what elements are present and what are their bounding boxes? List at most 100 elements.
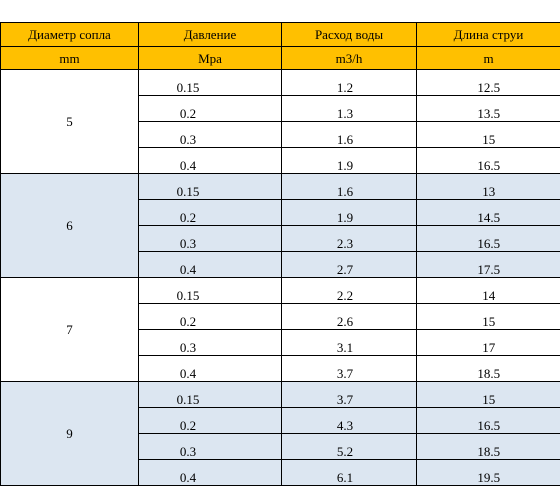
- flow-rate-value: 2.6: [336, 314, 354, 329]
- jet-length-cell: 16.5: [416, 407, 560, 434]
- pressure-cell: 0.2: [138, 407, 282, 434]
- jet-length-value: 13.5: [477, 106, 501, 121]
- flow-rate-value: 1.6: [336, 132, 354, 147]
- header-jet-length: Длина струи: [416, 22, 560, 47]
- jet-length-value: 14.5: [477, 210, 501, 225]
- flow-rate-value: 2.7: [336, 262, 354, 277]
- flow-rate-value: 3.7: [336, 392, 354, 407]
- table-row: 5 0.15 1.2 12.5: [0, 69, 560, 174]
- flow-rate-value: 1.9: [336, 210, 354, 225]
- jet-length-value: 13: [482, 184, 496, 199]
- pressure-cell: 0.3: [138, 121, 282, 148]
- pressure-value: 0.3: [179, 132, 197, 147]
- flow-rate-value: 1.6: [336, 184, 354, 199]
- table-row: 7 0.15 2.2 14: [0, 277, 560, 382]
- nozzle-diameter-cell: 5: [0, 69, 139, 174]
- table-row: 0.2 1.9 14.5: [1, 199, 560, 226]
- header-nozzle-diameter: Диаметр сопла: [0, 22, 139, 47]
- pressure-cell: 0.15: [138, 381, 282, 408]
- flow-rate-value: 1.3: [336, 106, 354, 121]
- pressure-cell: 0.15: [138, 69, 282, 96]
- jet-length-value: 15: [482, 132, 496, 147]
- table-row: 0.3 5.2 18.5: [1, 433, 560, 460]
- flow-rate-cell: 1.9: [281, 199, 417, 226]
- pressure-value: 0.15: [176, 80, 200, 95]
- pressure-cell: 0.3: [138, 225, 282, 252]
- table-row: 0.2 1.3 13.5: [1, 95, 560, 122]
- jet-length-cell: 16.5: [416, 147, 560, 174]
- flow-rate-value: 1.9: [336, 158, 354, 173]
- flow-rate-value: 2.2: [336, 288, 354, 303]
- jet-length-cell: 15: [416, 381, 560, 408]
- jet-length-cell: 17.5: [416, 251, 560, 278]
- pressure-value: 0.3: [179, 340, 197, 355]
- table-row: 0.4 6.1 19.5: [1, 459, 560, 486]
- pressure-cell: 0.2: [138, 199, 282, 226]
- unit-pressure: Mpa: [138, 46, 282, 70]
- table-row: 0.4 2.7 17.5: [1, 251, 560, 278]
- jet-length-value: 16.5: [477, 418, 501, 433]
- flow-rate-cell: 1.6: [281, 173, 417, 200]
- pressure-cell: 0.4: [138, 459, 282, 486]
- header-row-titles: Диаметр сопла Давление Расход воды Длина…: [0, 22, 560, 47]
- flow-rate-cell: 1.3: [281, 95, 417, 122]
- jet-length-cell: 14.5: [416, 199, 560, 226]
- jet-length-cell: 12.5: [416, 69, 560, 96]
- flow-rate-cell: 3.7: [281, 381, 417, 408]
- flow-rate-cell: 2.6: [281, 303, 417, 330]
- pressure-cell: 0.3: [138, 433, 282, 460]
- nozzle-spec-table: Диаметр сопла Давление Расход воды Длина…: [0, 22, 560, 486]
- table-row: 0.4 3.7 18.5: [1, 355, 560, 382]
- jet-length-value: 16.5: [477, 236, 501, 251]
- jet-length-cell: 15: [416, 303, 560, 330]
- jet-length-cell: 19.5: [416, 459, 560, 486]
- jet-length-value: 16.5: [477, 158, 501, 173]
- table-row: 0.3 1.6 15: [1, 121, 560, 148]
- pressure-value: 0.2: [179, 314, 197, 329]
- pressure-value: 0.3: [179, 236, 197, 251]
- pressure-cell: 0.15: [138, 173, 282, 200]
- jet-length-cell: 13: [416, 173, 560, 200]
- pressure-value: 0.4: [179, 366, 197, 381]
- flow-rate-cell: 3.1: [281, 329, 417, 356]
- flow-rate-cell: 2.3: [281, 225, 417, 252]
- nozzle-diameter-cell: 6: [0, 173, 139, 278]
- pressure-cell: 0.4: [138, 147, 282, 174]
- flow-rate-cell: 1.6: [281, 121, 417, 148]
- flow-rate-cell: 2.2: [281, 277, 417, 304]
- jet-length-cell: 17: [416, 329, 560, 356]
- pressure-value: 0.15: [176, 184, 200, 199]
- jet-length-cell: 13.5: [416, 95, 560, 122]
- table-row: 6 0.15 1.6 13: [0, 173, 560, 278]
- flow-rate-value: 3.1: [336, 340, 354, 355]
- pressure-value: 0.15: [176, 288, 200, 303]
- jet-length-value: 17: [482, 340, 496, 355]
- flow-rate-value: 1.2: [336, 80, 354, 95]
- nozzle-diameter-cell: 9: [0, 381, 139, 486]
- pressure-cell: 0.4: [138, 251, 282, 278]
- flow-rate-value: 5.2: [336, 444, 354, 459]
- flow-rate-cell: 1.9: [281, 147, 417, 174]
- jet-length-value: 14: [482, 288, 496, 303]
- table-row: 0.4 1.9 16.5: [1, 147, 560, 174]
- flow-rate-cell: 6.1: [281, 459, 417, 486]
- header-row-units: mm Mpa m3/h m: [0, 46, 560, 70]
- pressure-value: 0.4: [179, 262, 197, 277]
- jet-length-cell: 18.5: [416, 433, 560, 460]
- pressure-value: 0.4: [179, 470, 197, 485]
- jet-length-value: 18.5: [477, 366, 501, 381]
- jet-length-cell: 16.5: [416, 225, 560, 252]
- table-row: 0.3 2.3 16.5: [1, 225, 560, 252]
- jet-length-value: 17.5: [477, 262, 501, 277]
- flow-rate-cell: 2.7: [281, 251, 417, 278]
- flow-rate-value: 2.3: [336, 236, 354, 251]
- table-row: 0.3 3.1 17: [1, 329, 560, 356]
- jet-length-cell: 15: [416, 121, 560, 148]
- header-flow-rate: Расход воды: [281, 22, 417, 47]
- flow-rate-cell: 4.3: [281, 407, 417, 434]
- flow-rate-value: 6.1: [336, 470, 354, 485]
- pressure-cell: 0.2: [138, 303, 282, 330]
- nozzle-diameter-cell: 7: [0, 277, 139, 382]
- table-body: 5 0.15 1.2 12.5 0.2 1.3 13.5 0.3 1.6 15 0.4 1.9 16.5…: [0, 69, 560, 486]
